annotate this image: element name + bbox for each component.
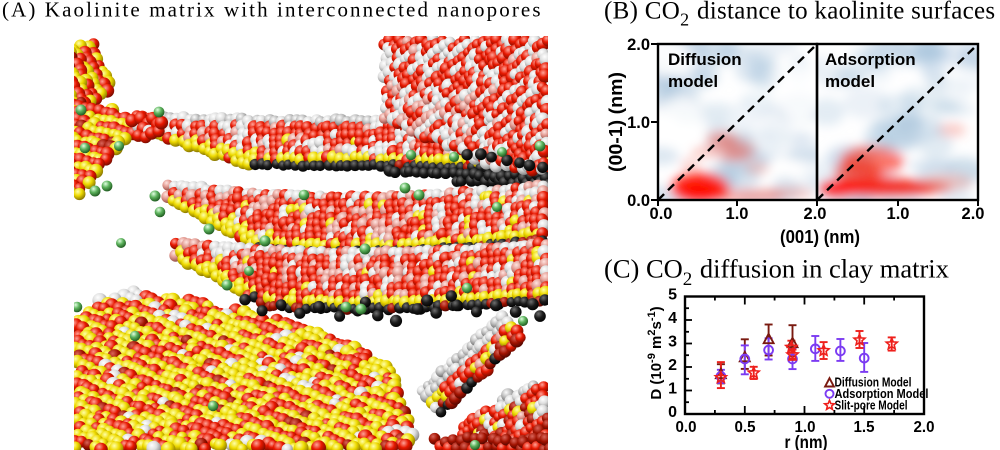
svg-text:1.0: 1.0 [887, 205, 910, 223]
svg-text:1: 1 [668, 381, 677, 398]
svg-text:5: 5 [668, 287, 677, 304]
svg-text:(001) (nm): (001) (nm) [780, 227, 860, 247]
svg-text:1.5: 1.5 [854, 419, 875, 436]
svg-text:r (nm): r (nm) [785, 432, 828, 450]
svg-text:(B) CO2 distance to kaolinite: (B) CO2 distance to kaolinite surfaces [604, 0, 995, 30]
svg-text:(00-1) (nm): (00-1) (nm) [606, 72, 626, 172]
svg-text:0.0: 0.0 [676, 419, 697, 436]
svg-text:2.0: 2.0 [804, 205, 827, 223]
svg-text:model: model [825, 72, 875, 91]
svg-text:D (10-9 m2s-1): D (10-9 m2s-1) [646, 306, 665, 399]
svg-text:0.0: 0.0 [650, 205, 673, 223]
svg-text:0.0: 0.0 [627, 192, 650, 210]
svg-text:(A) Kaolinite matrix with inte: (A) Kaolinite matrix with interconnected… [2, 0, 543, 22]
svg-text:Adsorption Model: Adsorption Model [835, 386, 929, 401]
svg-text:0: 0 [668, 404, 677, 421]
svg-text:Diffusion Model: Diffusion Model [835, 375, 912, 390]
svg-text:1.0: 1.0 [627, 114, 650, 132]
svg-text:Slit-pore Model: Slit-pore Model [835, 398, 908, 413]
svg-text:0.5: 0.5 [735, 419, 756, 436]
svg-text:2.0: 2.0 [627, 36, 650, 54]
svg-text:Adsorption: Adsorption [825, 50, 916, 69]
svg-text:1.0: 1.0 [726, 205, 749, 223]
svg-text:model: model [668, 72, 718, 91]
svg-text:(C) CO2 diffusion in clay matr: (C) CO2 diffusion in clay matrix [604, 254, 949, 291]
svg-text:1.0: 1.0 [795, 419, 816, 436]
svg-text:3: 3 [668, 334, 677, 351]
svg-text:2.0: 2.0 [962, 205, 985, 223]
svg-text:2: 2 [668, 357, 677, 374]
svg-text:2.0: 2.0 [914, 419, 935, 436]
svg-text:4: 4 [668, 310, 677, 327]
svg-text:Diffusion: Diffusion [668, 50, 742, 69]
